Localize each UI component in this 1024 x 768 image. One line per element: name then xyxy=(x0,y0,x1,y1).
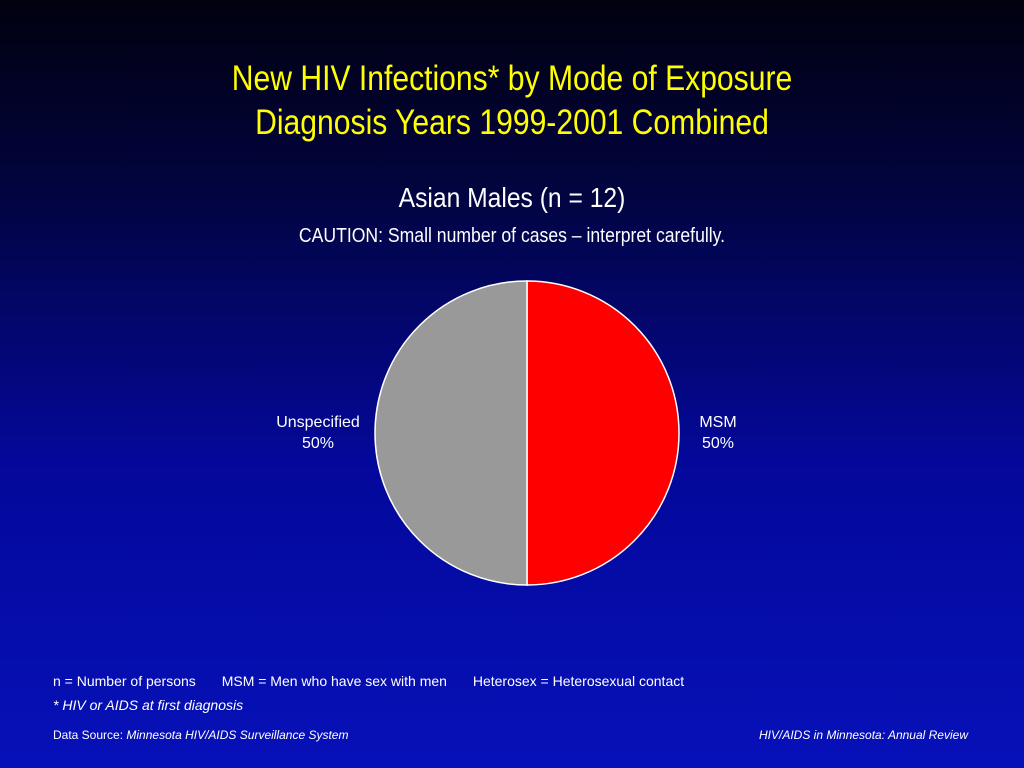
pie-slice-msm xyxy=(526,280,680,586)
pie-slice-unspecified xyxy=(374,280,528,586)
data-source-label: Data Source: xyxy=(53,728,124,742)
slide-title: New HIV Infections* by Mode of Exposure … xyxy=(72,57,953,145)
data-source-value: Minnesota HIV/AIDS Surveillance System xyxy=(126,728,349,742)
report-name: HIV/AIDS in Minnesota: Annual Review xyxy=(759,728,968,742)
caution-note: CAUTION: Small number of cases – interpr… xyxy=(298,225,726,247)
slice-label-unspecified: Unspecified 50% xyxy=(248,412,388,454)
slice-label-unspecified-name: Unspecified xyxy=(276,414,360,431)
legend-note-n: n = Number of persons xyxy=(53,673,196,689)
slice-label-msm-name: MSM xyxy=(699,414,737,431)
legend-note-heterosex: Heterosex = Heterosexual contact xyxy=(472,673,685,689)
title-line-2: Diagnosis Years 1999-2001 Combined xyxy=(255,103,769,142)
slice-label-msm-value: 50% xyxy=(701,435,735,452)
chart-subtitle: Asian Males (n = 12) xyxy=(398,182,626,213)
data-source: Data Source: Minnesota HIV/AIDS Surveill… xyxy=(53,727,348,743)
footnote: * HIV or AIDS at first diagnosis xyxy=(53,697,244,713)
legend-note-msm: MSM = Men who have sex with men xyxy=(221,673,447,689)
title-line-1: New HIV Infections* by Mode of Exposure xyxy=(231,59,793,98)
slice-label-unspecified-value: 50% xyxy=(301,435,335,452)
slice-label-msm: MSM 50% xyxy=(648,412,788,454)
abbreviation-legend: n = Number of persons MSM = Men who have… xyxy=(53,672,706,690)
